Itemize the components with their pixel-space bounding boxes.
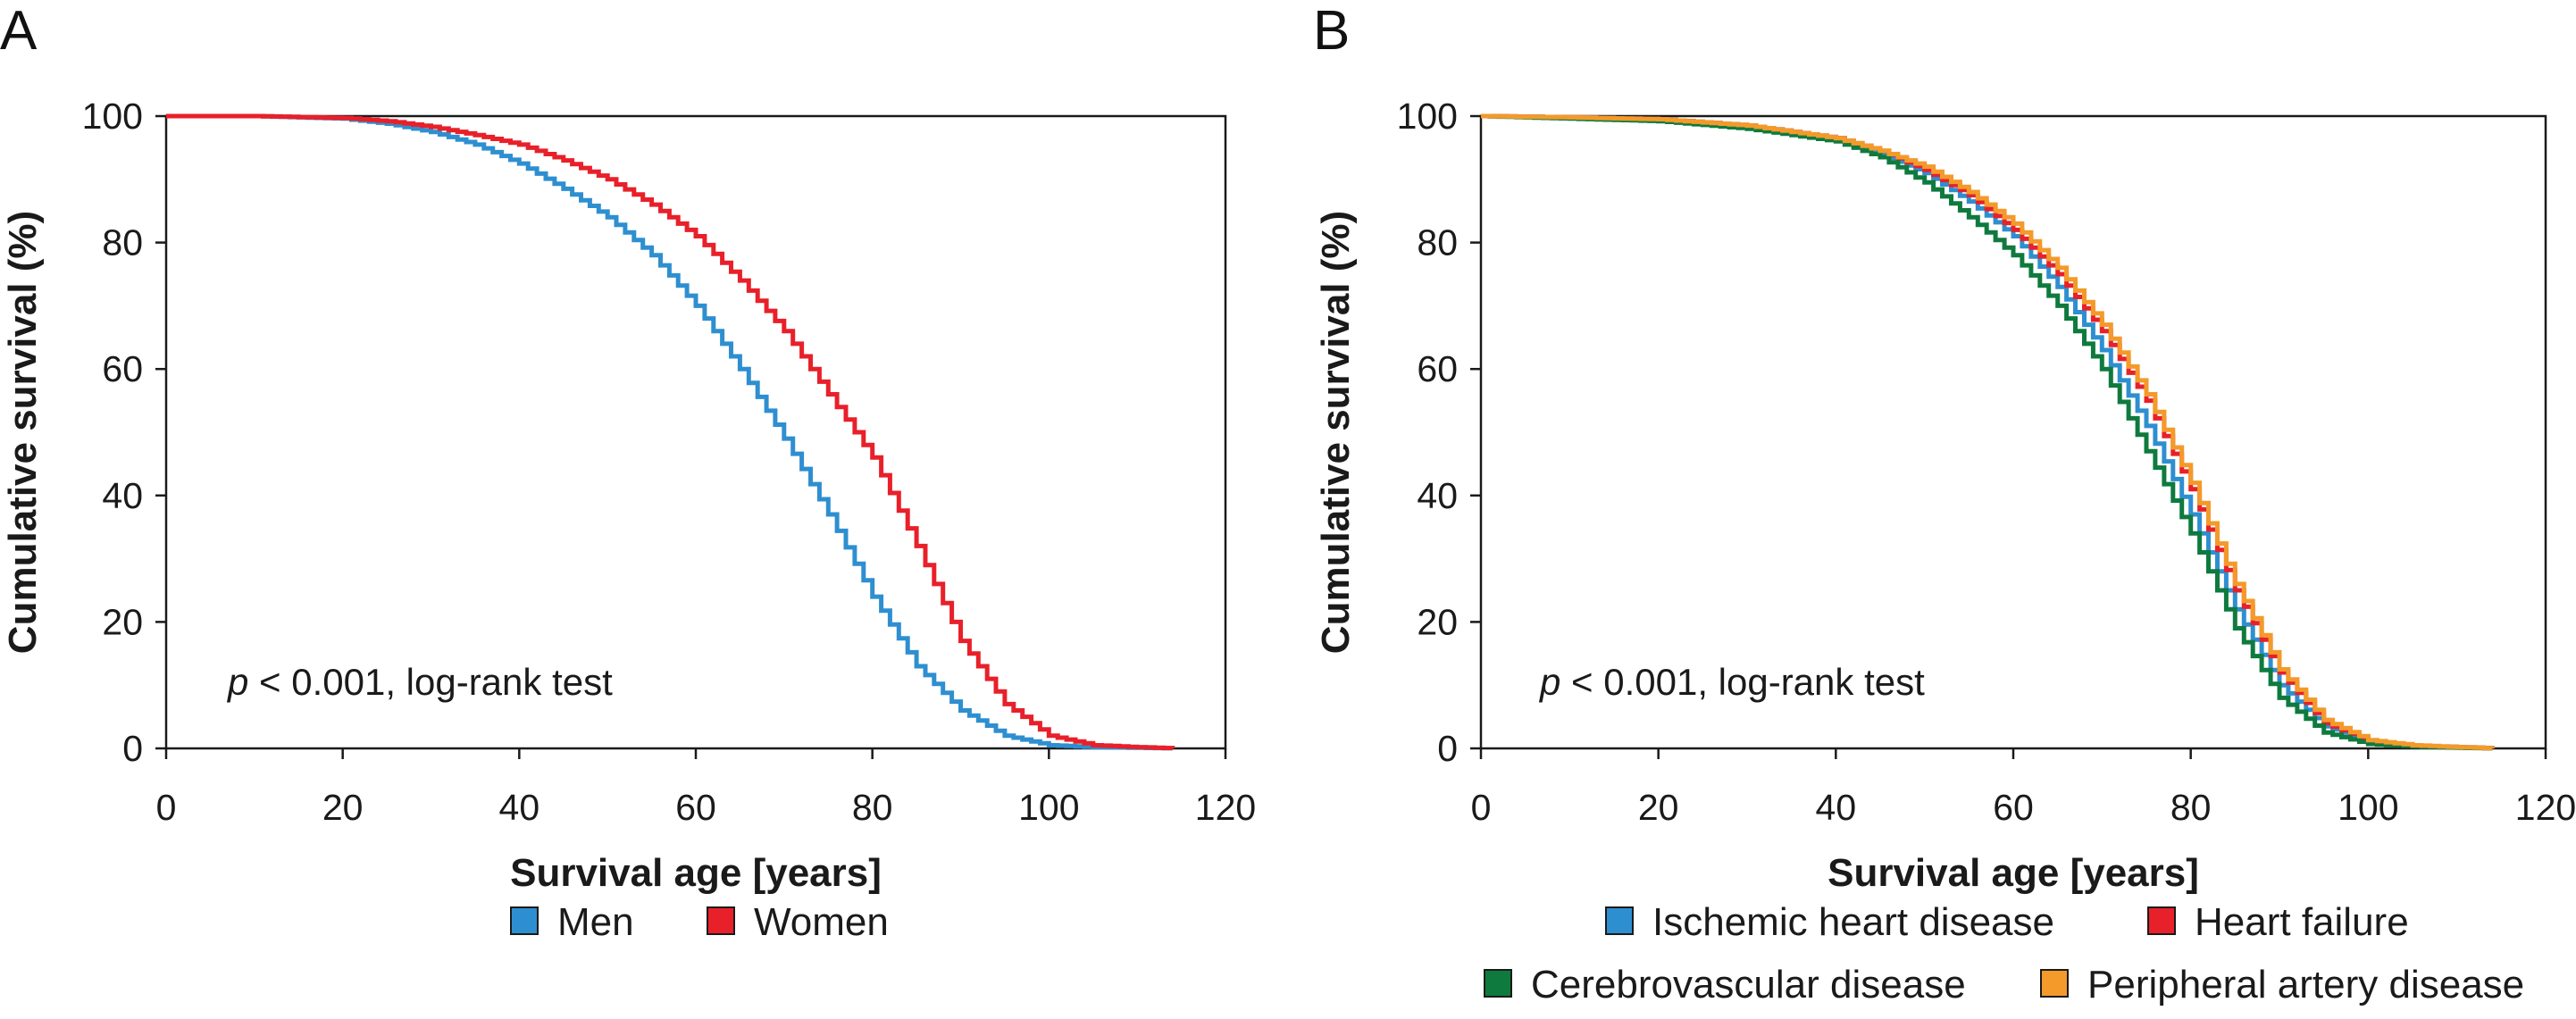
x-tick-label: 60	[675, 787, 716, 828]
x-tick-label: 0	[1471, 787, 1492, 828]
x-tick-label: 120	[2515, 787, 2576, 828]
x-tick-label: 20	[1638, 787, 1679, 828]
legend: Ischemic heart disease Heart failure Cereb…	[1484, 900, 2524, 1006]
legend-label: Men	[557, 900, 634, 944]
legend-item: Ischemic heart disease	[1605, 900, 2054, 944]
plot-frame	[164, 114, 1227, 750]
x-tick-label: 60	[1993, 787, 2034, 828]
y-axis-title: Cumulative survival (%)	[1314, 211, 1358, 654]
survival-curve-peripheral-artery-disease	[1481, 113, 2495, 751]
legend-label: Heart failure	[2195, 900, 2409, 944]
x-tick-label: 20	[322, 787, 364, 828]
x-axis-title: Survival age [years]	[1827, 851, 2199, 895]
y-tick-label: 100	[82, 96, 143, 137]
x-tick-label: 40	[499, 787, 540, 828]
x-tick-label: 100	[2338, 787, 2398, 828]
legend-swatch	[707, 906, 735, 935]
survival-curve-women	[166, 113, 1175, 751]
y-tick-label: 40	[102, 475, 143, 516]
legend-swatch	[2040, 969, 2069, 998]
chart-panel-b: B 0 20 40 60 80 100 0 20 40 60 80 100 120 Survival age…	[1313, 0, 2576, 1006]
annotation-text: < 0.001, log-rank test	[248, 661, 613, 703]
y-tick-label: 60	[102, 348, 143, 389]
y-tick-label: 80	[1417, 222, 1458, 263]
legend-label: Peripheral artery disease	[2087, 963, 2524, 1006]
p-symbol: p	[1538, 661, 1560, 703]
logrank-annotation: p < 0.001, log-rank test	[226, 661, 613, 703]
y-tick-label: 0	[122, 728, 143, 769]
legend-swatch	[2147, 906, 2176, 935]
x-axis-title: Survival age [years]	[510, 851, 882, 895]
x-tick-label: 100	[1018, 787, 1079, 828]
legend-swatch	[510, 906, 539, 935]
x-tick-label: 0	[156, 787, 177, 828]
y-tick-label: 40	[1417, 475, 1458, 516]
y-tick-label: 60	[1417, 348, 1458, 389]
legend-item: Heart failure	[2147, 900, 2409, 944]
panel-label: B	[1313, 0, 1350, 62]
y-axis-title: Cumulative survival (%)	[1, 211, 45, 654]
legend-item: Peripheral artery disease	[2040, 963, 2524, 1006]
legend-swatch	[1605, 906, 1634, 935]
logrank-annotation: p < 0.001, log-rank test	[1538, 661, 1925, 703]
panel-label: A	[0, 0, 38, 62]
x-tick-label: 40	[1816, 787, 1857, 828]
y-tick-label: 20	[1417, 601, 1458, 642]
plot-frame	[1479, 114, 2547, 750]
legend-item: Men	[510, 900, 634, 944]
y-tick-label: 0	[1437, 728, 1458, 769]
y-tick-label: 20	[102, 601, 143, 642]
p-symbol: p	[226, 661, 248, 703]
legend-item: Cerebrovascular disease	[1484, 963, 1966, 1006]
y-tick-label: 80	[102, 222, 143, 263]
chart-panel-a: A 0 20 40 60 80 100 0 20 40 60 80 100 120 Survival age…	[0, 0, 1256, 944]
y-tick-label: 100	[1397, 96, 1458, 137]
survival-curve-heart-failure	[1481, 113, 2495, 751]
x-tick-label: 80	[852, 787, 893, 828]
legend-label: Cerebrovascular disease	[1531, 963, 1966, 1006]
annotation-text: < 0.001, log-rank test	[1560, 661, 1925, 703]
legend: Men Women	[510, 900, 889, 944]
legend-swatch	[1484, 969, 1512, 998]
legend-item: Women	[707, 900, 889, 944]
x-tick-label: 80	[2170, 787, 2212, 828]
legend-label: Women	[754, 900, 889, 944]
legend-label: Ischemic heart disease	[1652, 900, 2054, 944]
x-tick-label: 120	[1195, 787, 1256, 828]
